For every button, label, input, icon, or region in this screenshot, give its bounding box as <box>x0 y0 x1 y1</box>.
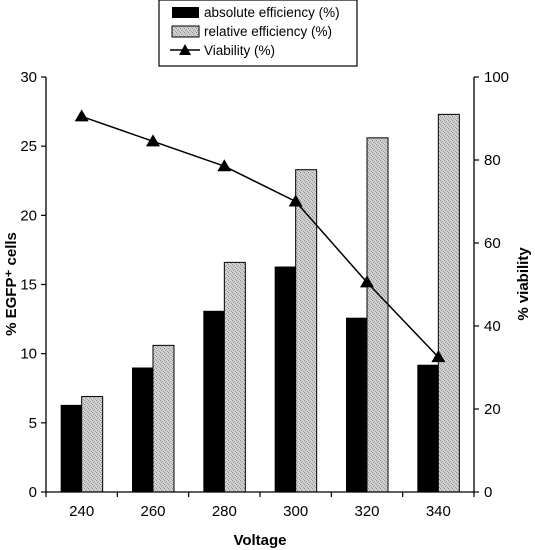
right-tick-label-20: 20 <box>484 401 501 418</box>
left-y-axis-ticks: 0 5 10 15 20 25 30 <box>20 69 46 501</box>
left-tick-label-10: 10 <box>20 346 37 363</box>
bar-absolute-efficiency-340 <box>417 364 439 492</box>
viability-line <box>81 115 439 358</box>
viability-point-320 <box>360 275 374 288</box>
left-y-axis-title: % EGFP⁺ cells <box>3 232 20 336</box>
legend-label-relative-efficiency: relative efficiency (%) <box>204 24 332 39</box>
left-tick-label-15: 15 <box>20 277 37 294</box>
left-tick-label-25: 25 <box>20 138 37 155</box>
bar-relative-efficiency-240 <box>81 396 104 493</box>
bar-absolute-efficiency-300 <box>274 266 296 492</box>
viability-point-300 <box>288 194 303 207</box>
x-axis-title: Voltage <box>233 532 286 549</box>
right-tick-label-0: 0 <box>484 484 492 501</box>
x-tick-label-340: 340 <box>426 503 451 520</box>
bar-absolute-efficiency-240 <box>60 404 82 492</box>
legend-swatch-relative-efficiency <box>171 25 200 38</box>
legend-label-viability: Viability (%) <box>204 43 275 58</box>
bars-layer <box>60 113 460 493</box>
bar-relative-efficiency-300 <box>295 169 318 493</box>
axes <box>45 77 475 493</box>
right-tick-label-100: 100 <box>484 69 509 86</box>
viability-point-240 <box>74 109 89 122</box>
x-tick-label-320: 320 <box>354 503 379 520</box>
x-tick-label-240: 240 <box>69 503 94 520</box>
x-axis-ticks: 240 260 280 300 320 340 <box>45 492 475 520</box>
bar-relative-efficiency-340 <box>437 113 460 493</box>
x-tick-label-300: 300 <box>283 503 308 520</box>
bar-absolute-efficiency-280 <box>203 310 225 492</box>
right-y-axis-title: % viability <box>515 247 532 321</box>
viability-line-layer <box>74 109 446 363</box>
legend: absolute efficiency (%) relative efficie… <box>158 0 358 67</box>
bar-absolute-efficiency-260 <box>132 367 153 492</box>
left-tick-label-20: 20 <box>20 207 37 224</box>
legend-label-absolute-efficiency: absolute efficiency (%) <box>204 5 340 20</box>
right-tick-label-40: 40 <box>484 318 501 335</box>
left-tick-label-5: 5 <box>29 415 37 432</box>
bar-relative-efficiency-260 <box>152 344 175 493</box>
right-tick-label-60: 60 <box>484 235 501 252</box>
bar-relative-efficiency-280 <box>223 261 246 493</box>
left-tick-label-30: 30 <box>20 69 37 86</box>
bar-absolute-efficiency-320 <box>346 317 367 492</box>
viability-point-340 <box>431 350 446 363</box>
x-tick-label-260: 260 <box>140 503 165 520</box>
legend-swatch-viability-marker <box>179 44 191 55</box>
viability-point-280 <box>217 159 232 172</box>
legend-swatch-absolute-efficiency <box>172 7 199 18</box>
right-y-axis-ticks: 0 20 40 60 80 100 <box>474 69 509 501</box>
right-tick-label-80: 80 <box>484 152 501 169</box>
left-tick-label-0: 0 <box>29 484 37 501</box>
viability-point-260 <box>146 134 160 147</box>
x-tick-label-280: 280 <box>212 503 237 520</box>
bar-relative-efficiency-320 <box>366 137 389 493</box>
